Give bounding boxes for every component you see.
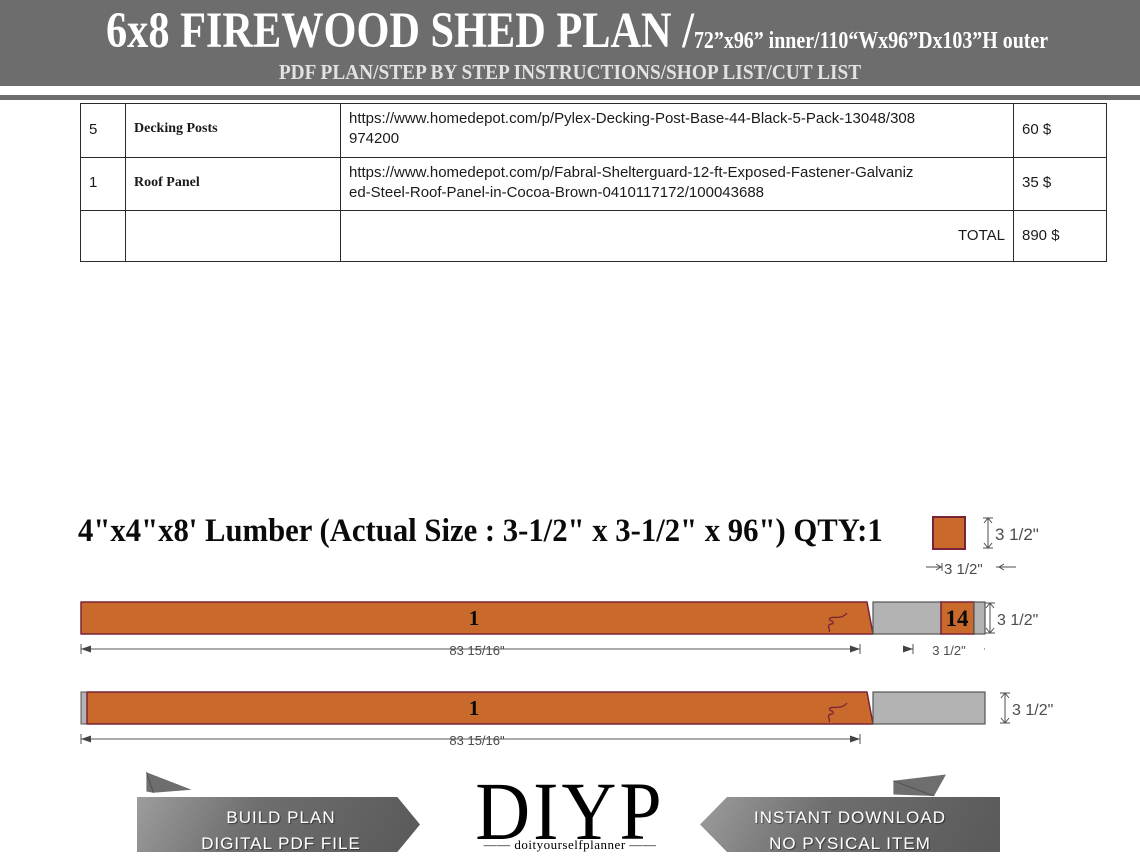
svg-text:3 1/2": 3 1/2" [997,612,1038,629]
svg-text:83 15/16": 83 15/16" [449,643,505,658]
svg-text:1: 1 [469,696,480,720]
svg-text:3 1/2": 3 1/2" [1012,702,1053,719]
svg-text:3 1/2": 3 1/2" [932,643,966,658]
svg-text:14: 14 [946,606,970,631]
svg-text:83 15/16": 83 15/16" [449,733,505,748]
svg-text:3 1/2": 3 1/2" [995,525,1039,544]
svg-text:3 1/2": 3 1/2" [944,561,983,578]
svg-text:1: 1 [469,606,480,630]
